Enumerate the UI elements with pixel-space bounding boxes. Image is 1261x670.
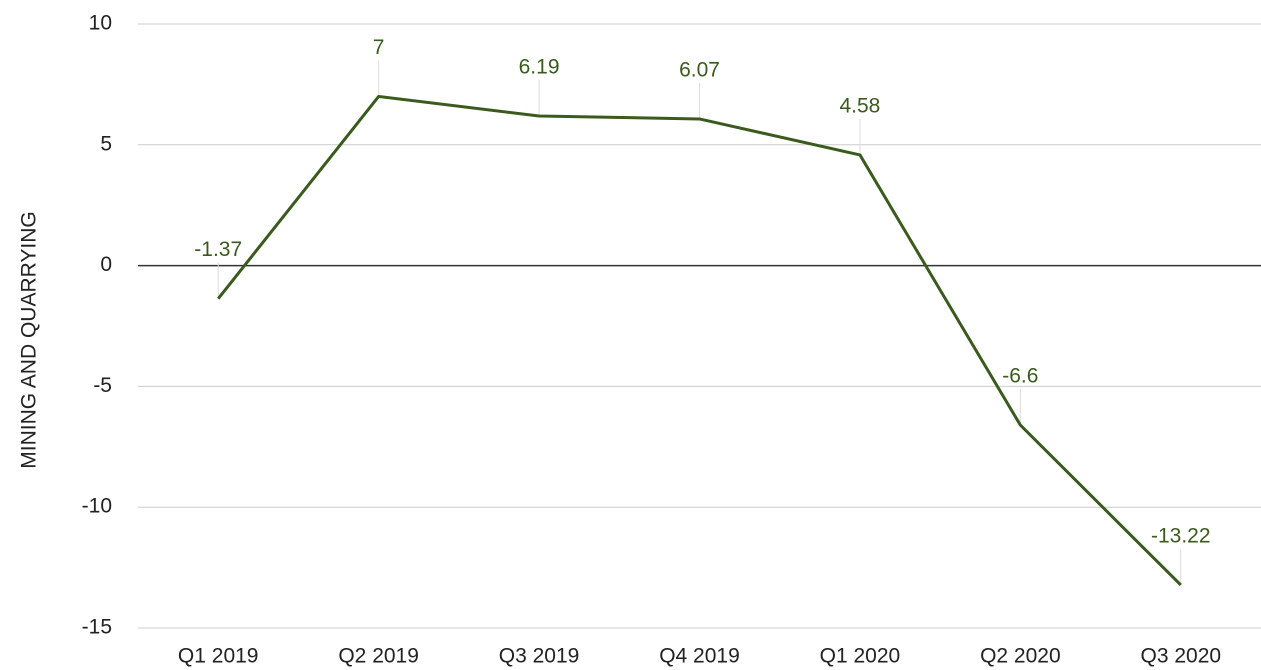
y-tick-label: 0	[100, 253, 112, 276]
x-tick-label: Q2 2020	[980, 645, 1061, 668]
line	[217, 94, 1182, 587]
data-label: -6.6	[1002, 365, 1038, 388]
data-label: 6.19	[519, 56, 560, 79]
x-tick-label: Q1 2020	[820, 645, 901, 668]
x-tick-label: Q3 2020	[1140, 645, 1221, 668]
y-tick-label: -15	[82, 616, 112, 639]
y-tick-label: -5	[93, 374, 112, 397]
x-tick-label: Q4 2019	[659, 645, 740, 668]
y-tick-label: 5	[100, 132, 112, 155]
y-axis-label: MINING AND QUARRYING	[18, 211, 41, 468]
x-tick-label: Q1 2019	[178, 645, 259, 668]
data-label: 7	[373, 36, 385, 59]
y-tick-label: 10	[89, 12, 112, 35]
data-label: 6.07	[679, 58, 720, 81]
x-tick-label: Q3 2019	[499, 645, 580, 668]
y-tick-label: -10	[82, 495, 112, 518]
data-label: -13.22	[1151, 525, 1211, 548]
x-tick-label: Q2 2019	[338, 645, 419, 668]
data-label: -1.37	[194, 238, 242, 261]
data-label: 4.58	[839, 94, 880, 117]
